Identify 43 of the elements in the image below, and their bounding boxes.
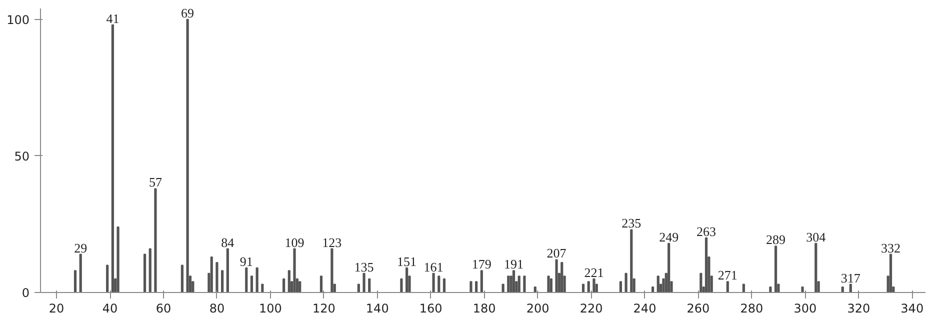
- annotation: 235: [622, 216, 642, 231]
- annotation: 41: [106, 10, 120, 26]
- x-tick-label: 300: [794, 302, 817, 316]
- x-tick-label: 320: [847, 302, 870, 316]
- annotation: 84: [221, 234, 235, 250]
- y-tick-label: 50: [14, 149, 30, 164]
- annotation: 135: [354, 259, 374, 274]
- annotation: 332: [880, 240, 900, 256]
- annotation: 317: [840, 270, 861, 286]
- y-tick-label: 0: [22, 286, 30, 300]
- x-tick-label: 40: [102, 302, 118, 316]
- x-tick-label: 80: [209, 302, 225, 316]
- annotation: 29: [74, 240, 88, 256]
- annotation: 249: [659, 229, 679, 244]
- annotation: 69: [181, 5, 194, 20]
- x-tick-label: 100: [258, 302, 282, 316]
- annotation: 57: [148, 174, 162, 190]
- annotation: 271: [718, 268, 738, 283]
- annotation: 263: [696, 224, 716, 239]
- x-tick-label: 160: [419, 302, 442, 316]
- x-tick-label: 200: [526, 302, 550, 316]
- x-tick-label: 120: [312, 302, 336, 316]
- x-tick-label: 280: [740, 302, 764, 316]
- x-tick-label: 260: [686, 302, 710, 316]
- annotation: 123: [322, 234, 342, 250]
- x-tick-label: 220: [580, 302, 603, 316]
- annotation: 91: [240, 254, 253, 269]
- annotation: 304: [806, 229, 826, 244]
- x-tick-label: 60: [156, 302, 172, 316]
- annotation: 161: [424, 259, 444, 274]
- x-tick-label: 180: [472, 302, 496, 316]
- x-tick-label: 140: [366, 302, 389, 316]
- annotation: 289: [766, 232, 786, 248]
- annotation: 221: [584, 264, 604, 280]
- x-tick-label: 240: [633, 302, 656, 316]
- annotation: 207: [546, 246, 567, 261]
- annotation: 179: [472, 256, 492, 272]
- annotation: 191: [504, 256, 524, 272]
- x-tick-label: 20: [48, 302, 64, 316]
- annotation: 151: [397, 254, 417, 269]
- y-tick-label: 100: [6, 12, 30, 27]
- x-tick-label: 340: [900, 302, 924, 316]
- annotation: 109: [284, 234, 304, 250]
